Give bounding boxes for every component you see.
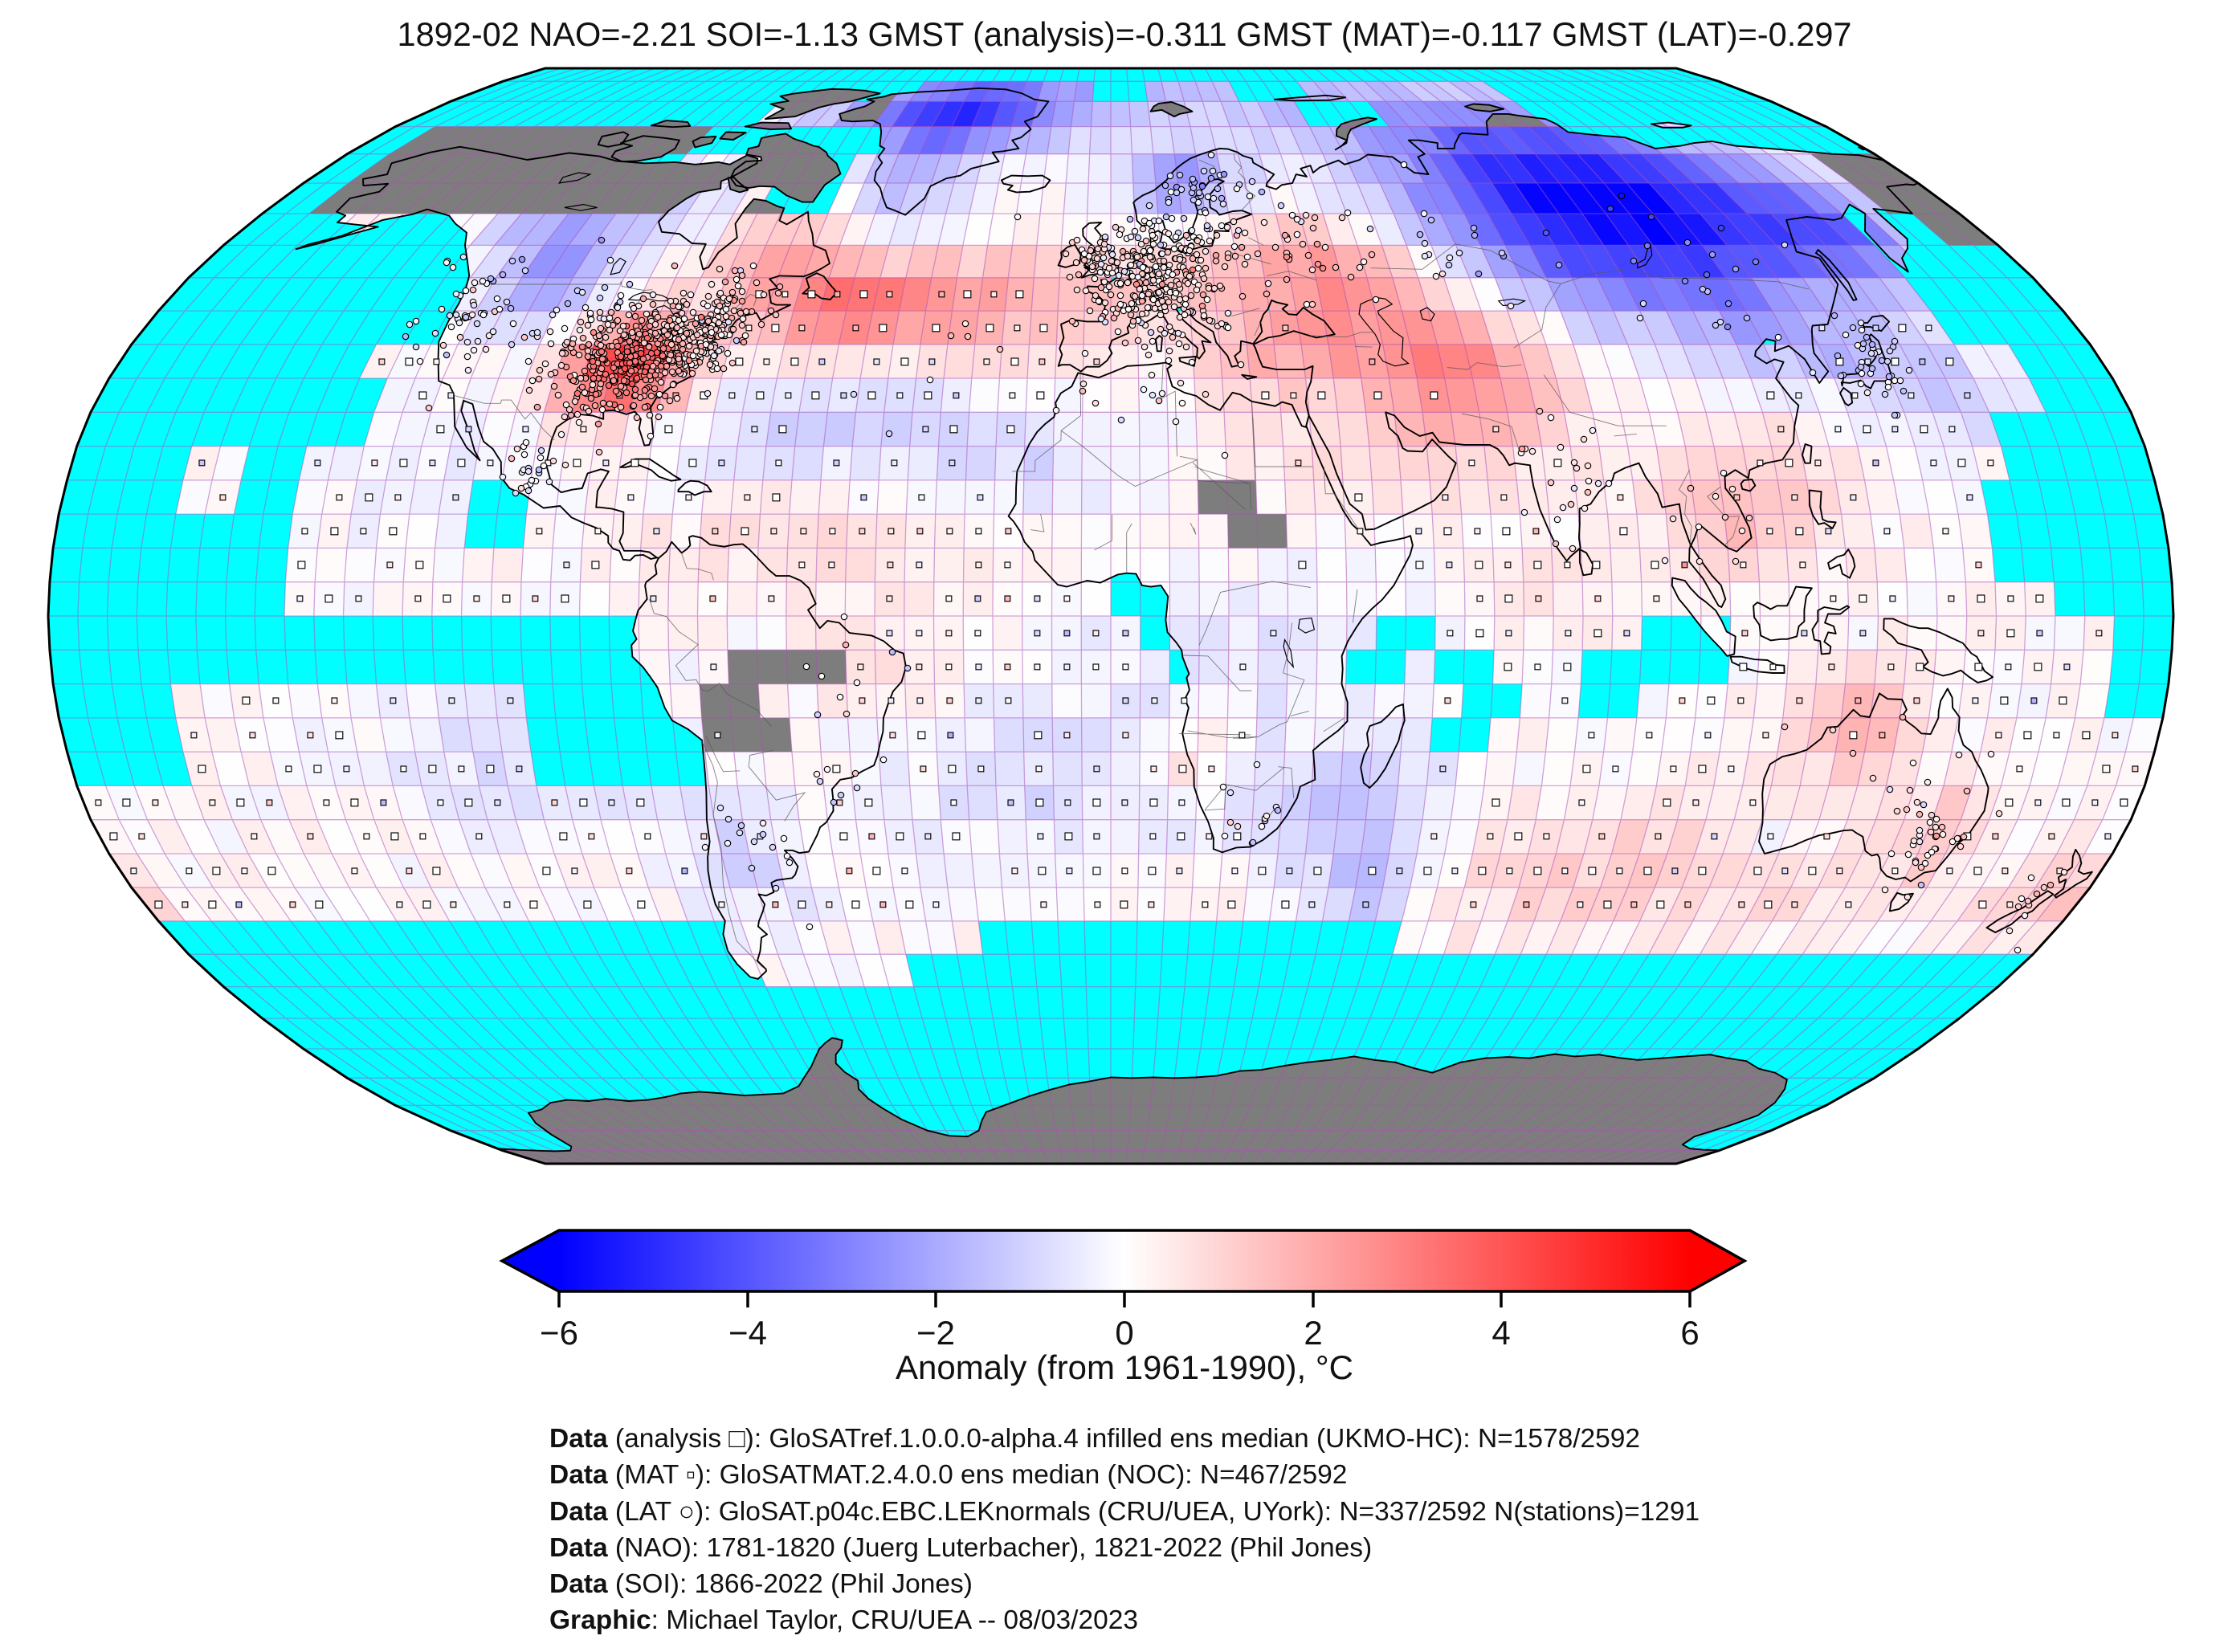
svg-text:2: 2 [1304,1314,1322,1352]
svg-text:6: 6 [1680,1314,1699,1352]
svg-text:4: 4 [1492,1314,1510,1352]
svg-text:0: 0 [1115,1314,1133,1352]
svg-text:Data (NAO): 1781-1820 (Juerg L: Data (NAO): 1781-1820 (Juerg Luterbacher… [549,1533,1372,1563]
svg-text:Data (SOI): 1866-2022 (Phil Jo: Data (SOI): 1866-2022 (Phil Jones) [549,1569,973,1599]
svg-text:Data (LAT ○): GloSAT.p04c.EBC.: Data (LAT ○): GloSAT.p04c.EBC.LEKnormals… [549,1497,1700,1527]
svg-text:1892-02 NAO=-2.21 SOI=-1.13 GM: 1892-02 NAO=-2.21 SOI=-1.13 GMST (analys… [398,15,1852,53]
svg-text:Graphic: Michael Taylor, CRU/U: Graphic: Michael Taylor, CRU/UEA -- 08/0… [549,1605,1138,1635]
svg-text:Data (MAT ▫): GloSATMAT.2.4.0.: Data (MAT ▫): GloSATMAT.2.4.0.0 ens medi… [549,1460,1347,1490]
svg-text:Anomaly (from 1961-1990), °C: Anomaly (from 1961-1990), °C [896,1348,1353,1386]
svg-text:−4: −4 [728,1314,767,1352]
svg-text:Data (analysis □): GloSATref.1: Data (analysis □): GloSATref.1.0.0.0-alp… [549,1424,1640,1454]
svg-text:−6: −6 [540,1314,578,1352]
svg-text:−2: −2 [916,1314,955,1352]
